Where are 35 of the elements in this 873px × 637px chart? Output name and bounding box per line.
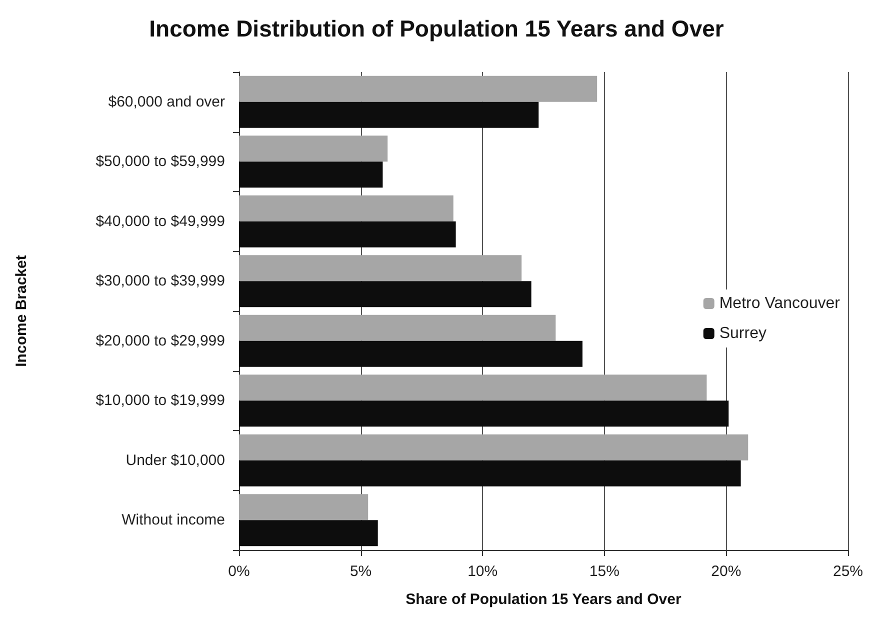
bar <box>239 400 729 427</box>
bar <box>239 255 522 282</box>
bar <box>239 374 707 401</box>
y-axis-title: Income Bracket <box>13 255 30 367</box>
bar <box>239 102 539 128</box>
y-tick-label: $10,000 to $19,999 <box>96 392 225 410</box>
x-tick-label: 10% <box>468 563 498 580</box>
y-tick-label: $40,000 to $49,999 <box>96 212 225 230</box>
x-tick-label: 25% <box>832 563 864 580</box>
bar <box>239 162 383 188</box>
bar <box>239 314 556 341</box>
bar <box>239 494 368 520</box>
x-tick-label: 15% <box>589 563 620 580</box>
bar <box>239 76 598 102</box>
y-tick-label: Without income <box>122 512 225 529</box>
bar <box>239 221 456 248</box>
legend-label: Metro Vancouver <box>719 295 841 312</box>
bar <box>239 520 378 546</box>
bar <box>239 434 748 460</box>
legend-label: Surrey <box>719 325 766 342</box>
bar <box>239 340 582 367</box>
chart-title: Income Distribution of Population 15 Years and Over <box>149 16 724 42</box>
x-tick-label: 20% <box>711 563 742 580</box>
x-axis-title: Share of Population 15 Years and Over <box>406 591 682 608</box>
x-tick-label: 0% <box>228 563 250 580</box>
y-tick-label: Under $10,000 <box>126 452 225 469</box>
y-tick-label: $50,000 to $59,999 <box>96 153 225 170</box>
y-tick-label: $30,000 to $39,999 <box>96 272 225 290</box>
bar <box>239 281 532 308</box>
y-tick-label: $20,000 to $29,999 <box>96 332 225 350</box>
y-tick-label: $60,000 and over <box>108 93 225 110</box>
x-tick-label: 5% <box>350 563 372 580</box>
bar <box>239 460 741 486</box>
bar <box>239 136 388 162</box>
bar <box>239 195 454 222</box>
